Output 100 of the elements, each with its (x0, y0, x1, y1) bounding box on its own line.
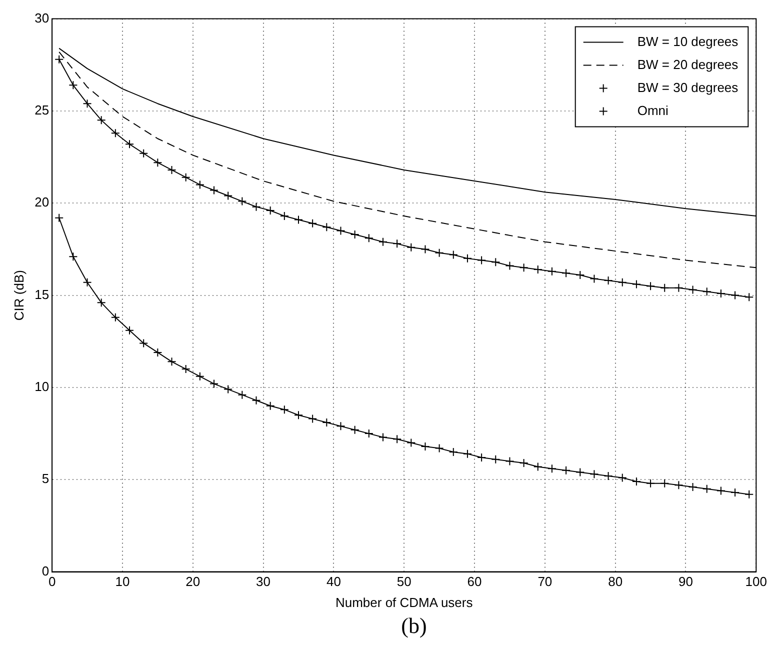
legend-label: Omni (637, 102, 669, 118)
point (139, 338, 148, 348)
y-tick-label: 0 (42, 563, 50, 578)
point (68, 80, 78, 90)
x-tick-label: 40 (326, 574, 341, 590)
point (547, 266, 556, 276)
point (406, 438, 416, 448)
point (547, 464, 556, 474)
point (54, 213, 64, 222)
point (336, 226, 346, 236)
point (702, 287, 712, 296)
point (210, 379, 218, 388)
point (462, 254, 472, 263)
point (153, 348, 162, 357)
y-tick-label: 20 (34, 194, 50, 210)
point (280, 405, 289, 414)
point (716, 288, 726, 298)
point (294, 410, 303, 420)
point (378, 237, 388, 246)
point (618, 473, 627, 482)
point (350, 425, 360, 434)
point (294, 215, 303, 224)
legend-label: BW = 30 degrees (637, 80, 739, 95)
point (96, 298, 106, 308)
point (238, 390, 247, 400)
point (224, 191, 233, 200)
point (505, 456, 514, 466)
point (110, 128, 120, 138)
point (364, 234, 374, 243)
point (181, 364, 190, 374)
y-tick-label: 5 (42, 471, 50, 486)
point (448, 447, 458, 456)
y-axis-title: CIR (dB) (11, 270, 26, 321)
x-tick-label: 10 (115, 574, 130, 590)
point (392, 434, 402, 444)
point (224, 384, 233, 394)
point (519, 458, 528, 468)
point (477, 453, 486, 462)
point (632, 280, 641, 289)
point (576, 468, 585, 477)
point (660, 283, 670, 292)
point (660, 478, 670, 488)
point (82, 99, 92, 108)
point (632, 476, 641, 486)
point (590, 274, 599, 284)
y-tick-label: 30 (34, 10, 50, 26)
point (125, 326, 134, 335)
point (54, 54, 64, 64)
y-tick-label: 15 (34, 286, 50, 302)
point (519, 263, 528, 272)
point (744, 292, 754, 302)
point (167, 357, 176, 366)
point (280, 212, 289, 221)
point (195, 372, 204, 381)
point (308, 414, 318, 424)
point (350, 230, 360, 239)
point (68, 252, 78, 262)
point (562, 466, 571, 475)
point (674, 480, 684, 490)
point (618, 278, 627, 287)
point (406, 242, 416, 252)
point (210, 186, 218, 195)
point (420, 244, 430, 254)
point (646, 478, 656, 488)
x-tick-label: 70 (538, 574, 552, 590)
point (576, 270, 585, 280)
y-tick-label: 10 (34, 379, 50, 394)
point (420, 442, 430, 451)
point (674, 283, 684, 292)
point (82, 278, 92, 287)
point (688, 482, 698, 492)
point (392, 239, 402, 248)
point (322, 222, 332, 232)
point (195, 180, 204, 190)
point (110, 312, 120, 322)
point (181, 172, 190, 182)
point (153, 158, 162, 168)
legend-label: BW = 20 degrees (637, 56, 739, 72)
point (505, 261, 514, 270)
point (252, 202, 261, 212)
point (716, 486, 726, 496)
point (125, 140, 134, 149)
point (139, 148, 148, 158)
point (562, 268, 571, 278)
point (590, 470, 599, 479)
point (238, 196, 247, 206)
point (604, 276, 613, 286)
point (434, 248, 444, 258)
point (462, 449, 472, 458)
x-tick-label: 30 (256, 574, 271, 590)
point (96, 116, 106, 125)
point (167, 165, 176, 174)
point (434, 444, 444, 453)
point (448, 250, 458, 260)
point (533, 264, 542, 274)
x-tick-label: 80 (608, 574, 623, 590)
legend-label: BW = 10 degrees (637, 34, 739, 49)
point (646, 282, 656, 291)
point (744, 490, 754, 499)
y-tick-label: 25 (34, 102, 50, 118)
